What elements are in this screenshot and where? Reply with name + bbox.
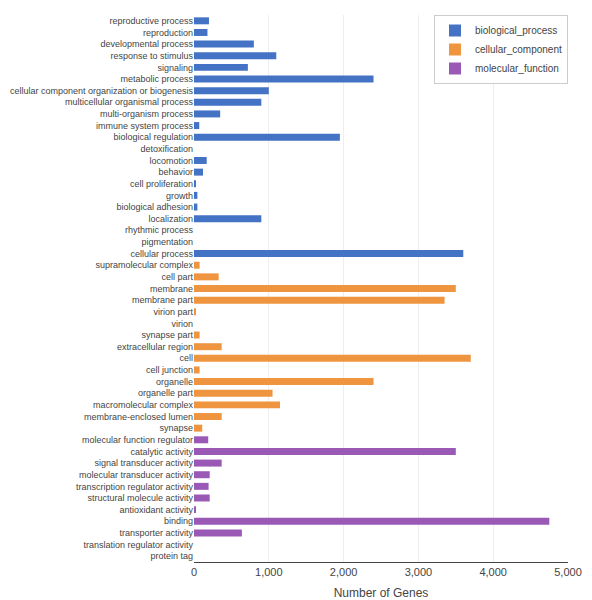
svg-text:signaling: signaling [157,63,193,73]
svg-text:2,000: 2,000 [330,566,358,578]
svg-text:localization: localization [148,214,193,224]
svg-text:supramolecular complex: supramolecular complex [95,260,193,270]
svg-text:growth: growth [166,191,193,201]
svg-text:immune system process: immune system process [96,121,194,131]
svg-text:synapse: synapse [159,423,193,433]
svg-text:biological adhesion: biological adhesion [116,202,193,212]
svg-text:biological_process: biological_process [475,25,557,36]
svg-text:3,000: 3,000 [405,566,433,578]
svg-text:catalytic activity: catalytic activity [130,447,193,457]
svg-text:rhythmic process: rhythmic process [125,225,194,235]
svg-text:locomotion: locomotion [149,156,193,166]
svg-text:detoxification: detoxification [140,144,193,154]
svg-text:response to stimulus: response to stimulus [110,51,193,61]
svg-text:cellular_component: cellular_component [475,44,562,55]
svg-text:molecular transducer activity: molecular transducer activity [79,470,194,480]
svg-text:multicellular organismal proce: multicellular organismal process [65,97,194,107]
svg-text:cell proliferation: cell proliferation [130,179,193,189]
svg-text:cell junction: cell junction [146,365,193,375]
svg-text:translation regulator activity: translation regulator activity [83,540,193,550]
svg-text:synapse part: synapse part [141,330,193,340]
svg-text:cell: cell [179,353,193,363]
svg-text:5,000: 5,000 [554,566,582,578]
svg-text:signal transducer activity: signal transducer activity [94,458,193,468]
svg-text:organelle part: organelle part [138,388,194,398]
svg-text:reproduction: reproduction [143,28,193,38]
svg-text:pigmentation: pigmentation [141,237,193,247]
svg-text:Number of Genes: Number of Genes [334,586,429,600]
svg-text:multi-organism process: multi-organism process [100,109,194,119]
svg-text:extracellular region: extracellular region [117,342,193,352]
svg-text:reproductive process: reproductive process [109,16,193,26]
svg-text:cellular process: cellular process [130,249,193,259]
svg-text:antioxidant activity: antioxidant activity [119,505,193,515]
svg-text:biological regulation: biological regulation [113,132,193,142]
svg-text:molecular_function: molecular_function [475,63,559,74]
svg-text:4,000: 4,000 [479,566,507,578]
svg-text:cellular component organizatio: cellular component organization or bioge… [10,86,194,96]
svg-text:transcription regulator activi: transcription regulator activity [76,482,194,492]
svg-text:0: 0 [191,566,197,578]
svg-text:membrane: membrane [150,284,193,294]
svg-text:1,000: 1,000 [255,566,283,578]
svg-text:molecular function regulator: molecular function regulator [82,435,193,445]
svg-text:metabolic process: metabolic process [120,74,193,84]
svg-text:macromolecular complex: macromolecular complex [93,400,194,410]
svg-text:structural molecule activity: structural molecule activity [87,493,193,503]
svg-text:membrane part: membrane part [132,295,194,305]
svg-text:virion part: virion part [153,307,193,317]
svg-text:transporter activity: transporter activity [119,528,193,538]
svg-text:developmental process: developmental process [100,39,193,49]
svg-text:binding: binding [164,516,193,526]
svg-text:cell part: cell part [161,272,193,282]
svg-text:behavior: behavior [158,167,193,177]
svg-text:virion: virion [171,319,193,329]
svg-text:membrane-enclosed lumen: membrane-enclosed lumen [84,412,193,422]
svg-text:organelle: organelle [156,377,193,387]
svg-text:protein tag: protein tag [150,551,193,561]
